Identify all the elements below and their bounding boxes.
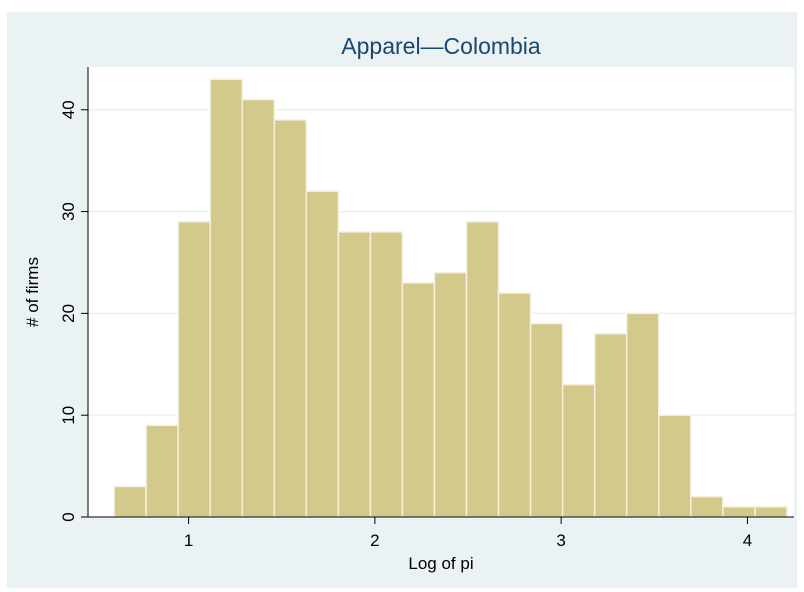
bar-9 (401, 282, 436, 518)
bar-6 (305, 190, 340, 518)
bar-15 (593, 332, 628, 518)
bar-14 (561, 383, 596, 518)
bar-16 (625, 312, 660, 518)
y-tick-label-1: 10 (59, 406, 78, 425)
bar-10 (433, 271, 468, 518)
bar-13 (529, 322, 564, 518)
x-tick-label-0: 1 (184, 531, 193, 550)
bar-1 (145, 424, 179, 518)
y-tick-label-0: 0 (59, 512, 78, 521)
y-tick-label-4: 40 (59, 100, 78, 119)
x-axis-label: Log of pi (408, 554, 473, 573)
chart-frame: 1 2 3 4 0 10 20 30 40 Apparel—Colombia Log of pi… (7, 12, 797, 588)
bar-17 (658, 414, 692, 518)
x-tick-label-2: 3 (556, 531, 565, 550)
y-axis-label: # of firms (23, 257, 42, 327)
bar-19 (722, 506, 756, 518)
chart-title: Apparel—Colombia (341, 33, 541, 59)
bar-4 (241, 98, 276, 518)
y-tick-label-3: 30 (59, 202, 78, 221)
y-tick-label-2: 20 (59, 304, 78, 323)
bar-12 (497, 292, 532, 518)
x-tick-label-3: 4 (743, 531, 752, 550)
x-tick-label-1: 2 (370, 531, 379, 550)
bar-5 (273, 119, 308, 518)
bars (113, 78, 788, 518)
bar-2 (177, 221, 211, 518)
bar-20 (754, 506, 788, 518)
bar-11 (465, 221, 500, 518)
bar-7 (337, 231, 372, 518)
bar-8 (369, 231, 404, 518)
bar-0 (113, 485, 147, 518)
axes (87, 67, 794, 518)
bar-18 (690, 495, 724, 518)
bar-3 (209, 78, 243, 518)
